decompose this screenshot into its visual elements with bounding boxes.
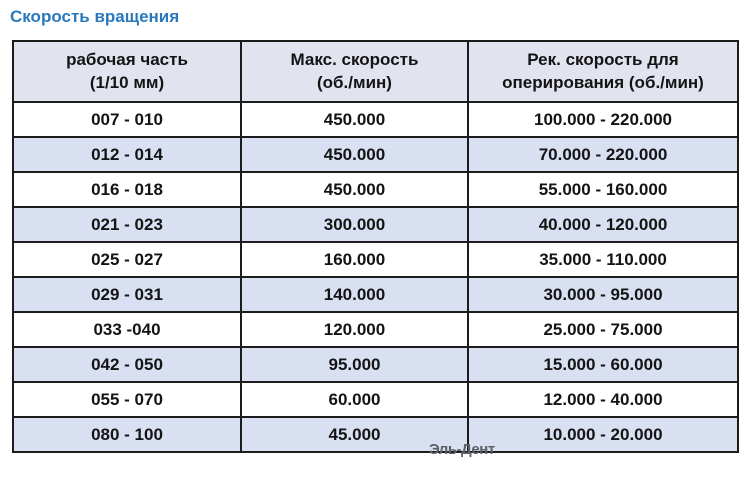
col-header-rec-speed-line2: оперирования (об./мин) xyxy=(502,72,704,92)
cell-max-speed: 450.000 xyxy=(240,101,469,138)
cell-rec-speed: 40.000 - 120.000 xyxy=(467,206,739,243)
cell-max-speed: 300.000 xyxy=(240,206,469,243)
table-row: 042 - 050 95.000 15.000 - 60.000 xyxy=(12,346,739,383)
cell-max-speed: 45.000 xyxy=(240,416,469,453)
col-header-working-part: рабочая часть (1/10 мм) xyxy=(12,40,242,103)
col-header-rec-speed: Рек. скорость для оперирования (об./мин) xyxy=(467,40,739,103)
table-row: 080 - 100 45.000 10.000 - 20.000 xyxy=(12,416,739,453)
table-row: 007 - 010 450.000 100.000 - 220.000 xyxy=(12,101,739,138)
cell-max-speed: 160.000 xyxy=(240,241,469,278)
col-header-max-speed-line1: Макс. скорость xyxy=(290,50,419,70)
table-header-row: рабочая часть (1/10 мм) Макс. скорость (… xyxy=(12,40,739,103)
cell-max-speed: 120.000 xyxy=(240,311,469,348)
table-row: 021 - 023 300.000 40.000 - 120.000 xyxy=(12,206,739,243)
cell-working-part: 025 - 027 xyxy=(12,241,242,278)
col-header-max-speed-line2: (об./мин) xyxy=(317,72,392,92)
cell-working-part: 080 - 100 xyxy=(12,416,242,453)
table-row: 055 - 070 60.000 12.000 - 40.000 xyxy=(12,381,739,418)
table-row: 033 -040 120.000 25.000 - 75.000 xyxy=(12,311,739,348)
cell-working-part: 029 - 031 xyxy=(12,276,242,313)
cell-max-speed: 450.000 xyxy=(240,136,469,173)
table-row: 025 - 027 160.000 35.000 - 110.000 xyxy=(12,241,739,278)
cell-rec-speed: 25.000 - 75.000 xyxy=(467,311,739,348)
col-header-max-speed: Макс. скорость (об./мин) xyxy=(240,40,469,103)
cell-rec-speed: 10.000 - 20.000 xyxy=(467,416,739,453)
table-row: 016 - 018 450.000 55.000 - 160.000 xyxy=(12,171,739,208)
cell-rec-speed: 70.000 - 220.000 xyxy=(467,136,739,173)
cell-max-speed: 60.000 xyxy=(240,381,469,418)
cell-working-part: 033 -040 xyxy=(12,311,242,348)
col-header-working-part-line1: рабочая часть xyxy=(66,50,188,70)
cell-rec-speed: 30.000 - 95.000 xyxy=(467,276,739,313)
cell-working-part: 012 - 014 xyxy=(12,136,242,173)
cell-rec-speed: 100.000 - 220.000 xyxy=(467,101,739,138)
cell-working-part: 007 - 010 xyxy=(12,101,242,138)
cell-rec-speed: 12.000 - 40.000 xyxy=(467,381,739,418)
rotation-speed-table: рабочая часть (1/10 мм) Макс. скорость (… xyxy=(12,40,739,453)
col-header-working-part-line2: (1/10 мм) xyxy=(89,72,165,92)
table-row: 012 - 014 450.000 70.000 - 220.000 xyxy=(12,136,739,173)
cell-max-speed: 140.000 xyxy=(240,276,469,313)
cell-working-part: 021 - 023 xyxy=(12,206,242,243)
page-title: Скорость вращения xyxy=(10,7,180,26)
cell-rec-speed: 55.000 - 160.000 xyxy=(467,171,739,208)
cell-max-speed: 450.000 xyxy=(240,171,469,208)
cell-max-speed: 95.000 xyxy=(240,346,469,383)
cell-working-part: 055 - 070 xyxy=(12,381,242,418)
cell-rec-speed: 15.000 - 60.000 xyxy=(467,346,739,383)
table-row: 029 - 031 140.000 30.000 - 95.000 xyxy=(12,276,739,313)
watermark: Эль-Дент xyxy=(429,441,495,458)
cell-rec-speed: 35.000 - 110.000 xyxy=(467,241,739,278)
cell-working-part: 042 - 050 xyxy=(12,346,242,383)
cell-working-part: 016 - 018 xyxy=(12,171,242,208)
col-header-rec-speed-line1: Рек. скорость для xyxy=(527,50,679,70)
